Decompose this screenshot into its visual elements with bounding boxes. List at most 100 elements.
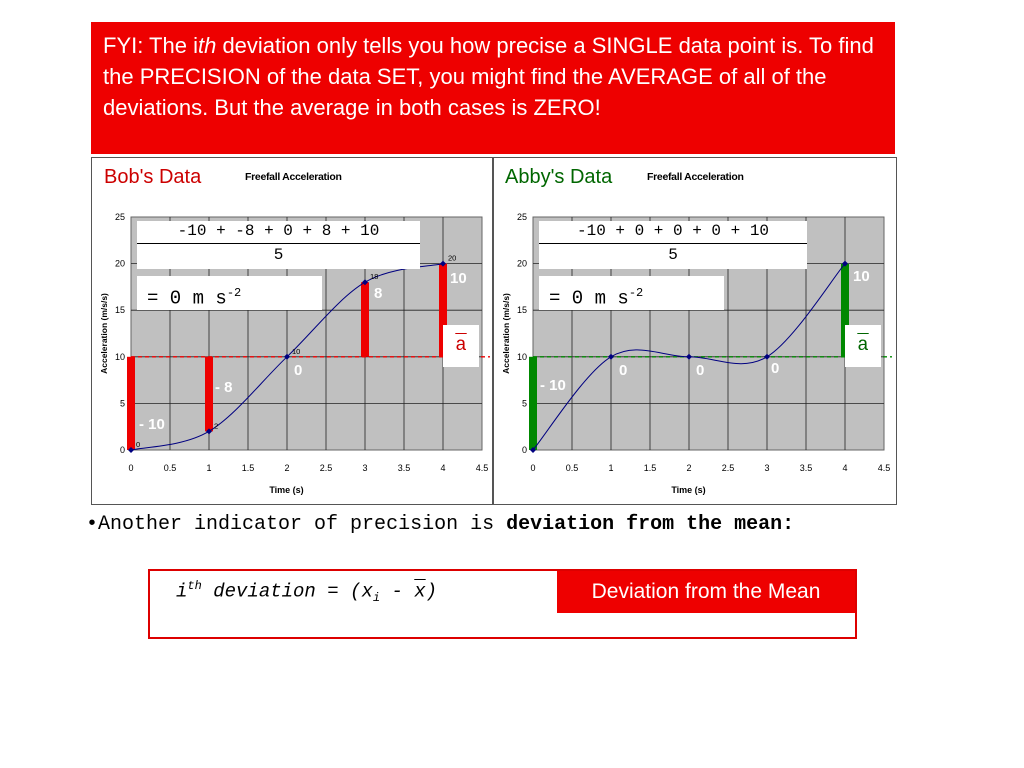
data-point	[686, 353, 692, 360]
x-tick-label: 3	[764, 463, 769, 473]
x-tick-label: 1.5	[242, 463, 255, 473]
formula-close: )	[425, 580, 438, 603]
abby-deviation-label: 10	[853, 268, 870, 285]
bob-deviation-label: - 8	[215, 379, 233, 396]
x-tick-label: 4	[440, 463, 445, 473]
formula-minus: -	[380, 580, 415, 603]
data-point-label: 10	[292, 347, 300, 356]
abby-result-exponent: -2	[628, 286, 644, 300]
y-tick-label: 25	[517, 212, 527, 222]
formula-i: i	[176, 580, 188, 603]
deviation-bar	[439, 263, 447, 357]
abby-data-title: Abby's Data	[505, 166, 613, 188]
x-tick-label: 2	[284, 463, 289, 473]
data-point-label: 20	[448, 254, 456, 263]
data-point	[440, 260, 446, 267]
deviation-bar	[841, 263, 849, 357]
x-tick-label: 4	[842, 463, 847, 473]
y-tick-label: 25	[115, 212, 125, 222]
y-tick-label: 15	[517, 305, 527, 315]
x-tick-label: 3.5	[800, 463, 813, 473]
bob-deviation-label: 0	[294, 362, 303, 379]
data-point-label: 18	[370, 272, 378, 281]
x-tick-label: 2.5	[722, 463, 735, 473]
x-tick-label: 0.5	[164, 463, 177, 473]
y-tick-label: 10	[115, 352, 125, 362]
x-tick-label: 4.5	[878, 463, 891, 473]
bob-abar-text: a	[455, 334, 467, 356]
deviation-bar	[205, 356, 213, 432]
fyi-text: deviation only tells you how precise a S…	[103, 33, 874, 120]
y-tick-label: 0	[120, 445, 125, 455]
bullet-text: Another indicator of precision is	[98, 513, 507, 536]
bob-deviation-label: 10	[450, 270, 467, 287]
data-point	[206, 428, 212, 435]
x-tick-label: 0	[128, 463, 133, 473]
deviation-bar	[127, 356, 135, 450]
data-point-label: 0	[136, 440, 140, 449]
abby-chart-svg: 0 0.5 1 1.5 2 2.5 3 3.5 4 4.5 0 5 10 15 20 25 Time (s) Ac…	[501, 212, 892, 495]
data-point	[608, 353, 614, 360]
y-tick-label: 20	[115, 259, 125, 269]
x-tick-label: 2	[686, 463, 691, 473]
y-tick-label: 5	[522, 398, 527, 408]
fyi-th: th	[197, 33, 217, 58]
bob-data-title: Bob's Data	[104, 166, 202, 188]
precision-bullet: •Another indicator of precision is devia…	[86, 511, 906, 539]
fyi-prefix: FYI: The i	[103, 33, 198, 58]
data-point	[842, 260, 848, 267]
x-tick-label: 4.5	[476, 463, 489, 473]
bob-chart-panel: 0 0.5 1 1.5 2 2.5 3 3.5 4 4.5 0 5 10 15 20 25 Time (s) Ac…	[91, 157, 493, 505]
abby-deviation-label: 0	[771, 360, 780, 377]
abby-average-result: = 0 m s-2	[539, 276, 724, 310]
x-tick-label: 1.5	[644, 463, 657, 473]
x-axis-label: Time (s)	[671, 485, 705, 495]
bob-mean-symbol: a	[443, 325, 479, 367]
data-point	[764, 353, 770, 360]
data-point	[128, 447, 134, 453]
formula-sub: i	[372, 591, 381, 606]
deviation-from-mean-tag: Deviation from the Mean	[557, 571, 855, 613]
y-axis-label: Acceleration (m/s/s)	[99, 293, 109, 374]
y-tick-label: 20	[517, 259, 527, 269]
formula-middle: deviation = (x	[201, 580, 373, 603]
abby-deviation-label: 0	[619, 362, 628, 379]
abby-chart-title: Freefall Acceleration	[647, 171, 744, 183]
formula-th: th	[187, 579, 202, 593]
data-point	[362, 279, 368, 286]
bob-result-exponent: -2	[226, 286, 242, 300]
y-tick-label: 5	[120, 398, 125, 408]
data-point	[284, 353, 290, 360]
y-axis-label: Acceleration (m/s/s)	[501, 293, 511, 374]
bob-average-result: = 0 m s-2	[137, 276, 322, 310]
abby-fraction-numerator: -10 + 0 + 0 + 0 + 10	[539, 221, 807, 244]
abby-chart-panel: 0 0.5 1 1.5 2 2.5 3 3.5 4 4.5 0 5 10 15 20 25 Time (s) Ac…	[493, 157, 897, 505]
y-tick-label: 0	[522, 445, 527, 455]
bob-average-fraction: -10 + -8 + 0 + 8 + 10 5	[137, 221, 420, 269]
deviation-formula: ith deviation = (xi - x)	[176, 579, 437, 605]
abby-average-fraction: -10 + 0 + 0 + 0 + 10 5	[539, 221, 807, 269]
x-tick-label: 3	[362, 463, 367, 473]
x-tick-label: 0.5	[566, 463, 579, 473]
bob-fraction-denominator: 5	[273, 246, 284, 264]
abby-fraction-denominator: 5	[668, 246, 678, 264]
abby-deviation-label: 0	[696, 362, 705, 379]
fyi-banner: FYI: The ith deviation only tells you ho…	[91, 22, 895, 154]
x-tick-label: 2.5	[320, 463, 333, 473]
bob-result-text: = 0 m s	[147, 287, 227, 310]
deviation-bar	[361, 282, 369, 357]
bullet-glyph: •	[86, 513, 99, 536]
bob-deviation-label: - 10	[139, 416, 165, 433]
data-point	[530, 447, 536, 453]
formula-xbar: x	[414, 580, 426, 603]
deviation-bar	[529, 356, 537, 450]
bob-deviation-label: 8	[374, 285, 383, 302]
x-tick-label: 3.5	[398, 463, 411, 473]
abby-mean-symbol: a	[845, 325, 881, 367]
x-tick-label: 1	[608, 463, 613, 473]
x-tick-label: 0	[530, 463, 535, 473]
data-point-label: 2	[214, 421, 218, 430]
abby-deviation-label: - 10	[540, 377, 566, 394]
abby-result-text: = 0 m s	[549, 287, 629, 310]
